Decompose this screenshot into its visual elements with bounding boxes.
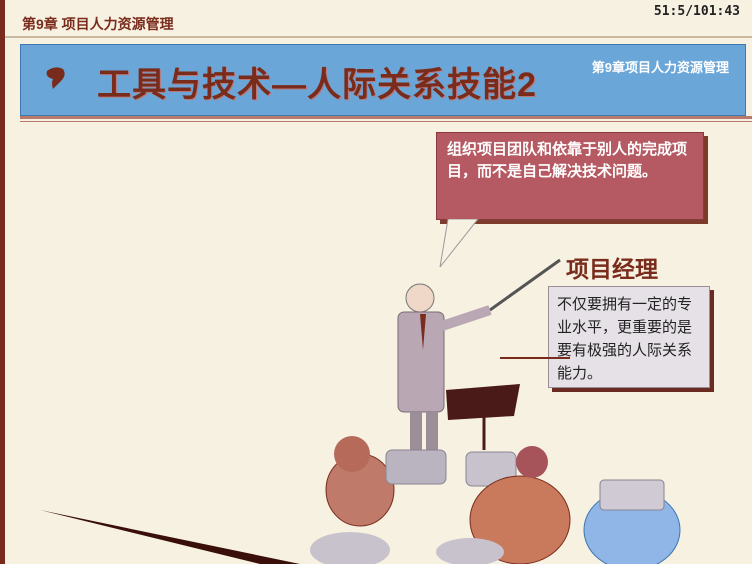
frame-left-border [0, 0, 5, 564]
title-bar: 工具与技术—人际关系技能2 第9章项目人力资源管理 [20, 44, 746, 116]
header-divider [5, 36, 752, 38]
bullet-icon [46, 67, 65, 89]
slide-title: 工具与技术—人际关系技能2 [97, 66, 537, 104]
page-counter: 51:5/101:43 [653, 4, 740, 19]
speech-bubble-text: 组织项目团队和依靠于别人的完成项目，而不是自己解决技术问题。 [447, 141, 688, 180]
presenter-illustration [310, 258, 681, 564]
title-underline-thin [20, 121, 752, 122]
speech-bubble: 组织项目团队和依靠于别人的完成项目，而不是自己解决技术问题。 [436, 132, 704, 220]
project-manager-label: 项目经理 [566, 256, 658, 282]
decorative-diagonal [40, 510, 300, 564]
title-underline [20, 116, 752, 119]
chapter-label: 第9章 项目人力资源管理 [22, 16, 174, 32]
slide-subtitle: 第9章项目人力资源管理 [591, 60, 729, 75]
project-manager-note: 不仅要拥有一定的专业水平，更重要的是要有极强的人际关系能力。 [548, 286, 710, 388]
project-manager-text: 不仅要拥有一定的专业水平，更重要的是要有极强的人际关系能力。 [557, 296, 693, 382]
speech-bubble-tail [439, 219, 479, 268]
